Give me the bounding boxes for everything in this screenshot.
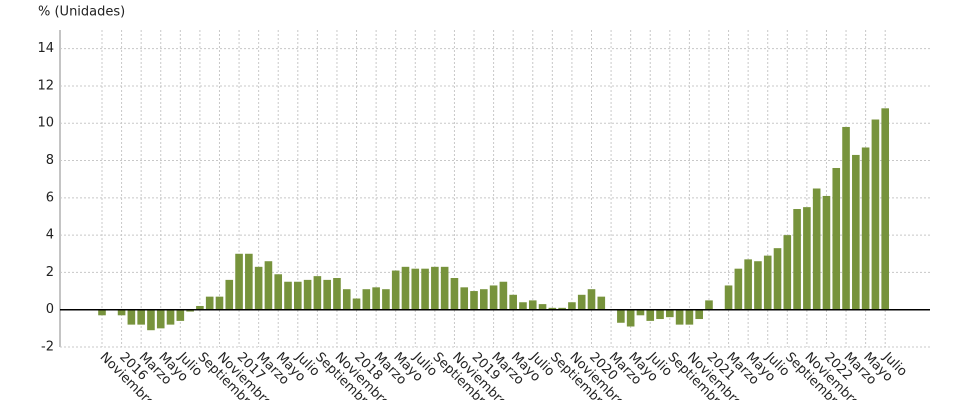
bar (548, 307, 557, 310)
bar (205, 296, 214, 310)
bar (313, 276, 322, 310)
bar (215, 296, 224, 310)
bar (528, 300, 537, 310)
bar (793, 209, 801, 310)
bar (568, 302, 576, 310)
bar (323, 279, 331, 310)
bar (617, 309, 625, 323)
bar (137, 309, 145, 325)
bar (773, 248, 782, 310)
bar (783, 235, 792, 310)
bar (460, 287, 469, 310)
y-tick-label: 10 (37, 116, 54, 131)
bar (294, 281, 302, 310)
bar (744, 259, 752, 310)
bar (705, 300, 713, 310)
bar (156, 309, 165, 329)
y-tick-label: 6 (46, 190, 54, 205)
bar (401, 266, 410, 310)
y-tick-label: 12 (37, 78, 54, 93)
y-tick-label: 8 (46, 153, 54, 168)
bar (577, 294, 586, 310)
bar (499, 281, 508, 310)
y-tick-label: 4 (46, 228, 54, 243)
bar (98, 309, 106, 316)
bar (235, 253, 243, 310)
bar (186, 309, 194, 312)
bar (842, 126, 850, 310)
bar (685, 309, 694, 325)
bar (372, 287, 380, 310)
bar (264, 261, 273, 310)
bar (342, 289, 351, 310)
bar (117, 309, 126, 316)
bar (734, 268, 743, 310)
y-axis-label: % (Unidades) (38, 5, 125, 20)
bar (284, 281, 292, 310)
bar (763, 255, 772, 310)
bar (636, 309, 645, 316)
bar (803, 207, 811, 310)
bar (509, 294, 517, 310)
bar (303, 279, 312, 310)
bar (519, 302, 527, 310)
bar (450, 278, 459, 310)
bar (176, 309, 185, 321)
bar (431, 266, 439, 310)
bar (538, 304, 547, 310)
y-tick-label: 0 (46, 302, 54, 317)
y-tick-label: 14 (37, 41, 54, 56)
bar (166, 309, 175, 325)
bar (489, 285, 498, 310)
y-tick-label: 2 (46, 265, 54, 280)
bar (440, 266, 449, 310)
bar (832, 167, 841, 310)
bar (626, 309, 635, 327)
bar (362, 289, 371, 310)
bar (245, 253, 253, 310)
bar (421, 268, 429, 310)
bar (754, 261, 762, 310)
bar (597, 296, 606, 310)
bar (274, 274, 283, 310)
y-tick-label: -2 (41, 340, 54, 355)
bar (254, 266, 263, 310)
bar (861, 147, 870, 310)
bar (822, 195, 831, 310)
bar (352, 298, 361, 310)
bar (881, 108, 889, 310)
bar (147, 309, 155, 331)
bar (724, 285, 733, 310)
bar (852, 154, 860, 310)
bar (558, 307, 566, 310)
bar (411, 268, 420, 310)
bar (666, 309, 674, 318)
bar (871, 119, 880, 310)
bar (587, 289, 596, 310)
bar (225, 279, 234, 310)
bar (675, 309, 684, 325)
bar (196, 305, 204, 310)
bar (127, 309, 136, 325)
bar (470, 291, 478, 310)
bar (480, 289, 488, 310)
bar (333, 278, 341, 310)
bar (646, 309, 655, 321)
bar (812, 188, 821, 310)
bar (656, 309, 664, 320)
bar (382, 289, 390, 310)
bar (695, 309, 703, 320)
bar (391, 270, 400, 310)
